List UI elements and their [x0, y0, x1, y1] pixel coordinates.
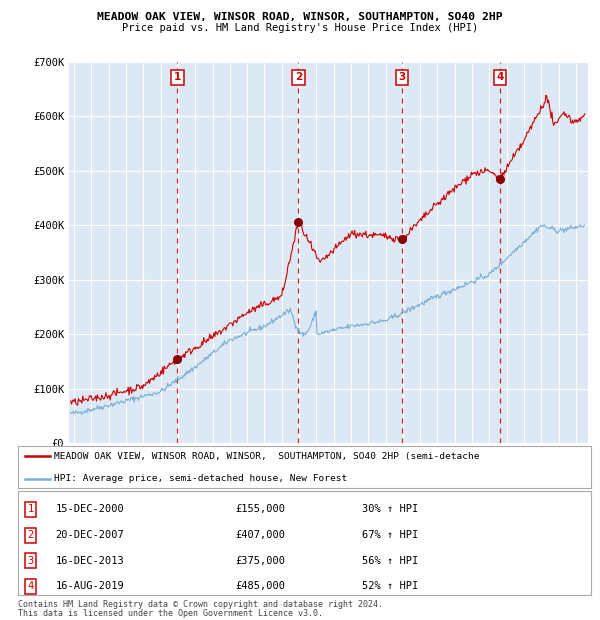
Text: 3: 3	[398, 73, 406, 82]
Text: £155,000: £155,000	[236, 504, 286, 514]
Text: HPI: Average price, semi-detached house, New Forest: HPI: Average price, semi-detached house,…	[53, 474, 347, 483]
Text: 16-AUG-2019: 16-AUG-2019	[55, 582, 124, 591]
Text: 4: 4	[496, 73, 504, 82]
Text: 67% ↑ HPI: 67% ↑ HPI	[362, 530, 418, 540]
Text: MEADOW OAK VIEW, WINSOR ROAD, WINSOR,  SOUTHAMPTON, SO40 2HP (semi-detache: MEADOW OAK VIEW, WINSOR ROAD, WINSOR, SO…	[53, 452, 479, 461]
Text: 2: 2	[28, 530, 34, 540]
Text: 2: 2	[295, 73, 302, 82]
Text: 30% ↑ HPI: 30% ↑ HPI	[362, 504, 418, 514]
Text: 52% ↑ HPI: 52% ↑ HPI	[362, 582, 418, 591]
Text: 20-DEC-2007: 20-DEC-2007	[55, 530, 124, 540]
Text: £485,000: £485,000	[236, 582, 286, 591]
Text: This data is licensed under the Open Government Licence v3.0.: This data is licensed under the Open Gov…	[18, 609, 323, 618]
Text: 4: 4	[28, 582, 34, 591]
Text: £407,000: £407,000	[236, 530, 286, 540]
Text: 56% ↑ HPI: 56% ↑ HPI	[362, 556, 418, 566]
Text: 15-DEC-2000: 15-DEC-2000	[55, 504, 124, 514]
Text: 1: 1	[173, 73, 181, 82]
Text: 3: 3	[28, 556, 34, 566]
Text: 1: 1	[28, 504, 34, 514]
Text: £375,000: £375,000	[236, 556, 286, 566]
Text: Price paid vs. HM Land Registry's House Price Index (HPI): Price paid vs. HM Land Registry's House …	[122, 23, 478, 33]
Text: Contains HM Land Registry data © Crown copyright and database right 2024.: Contains HM Land Registry data © Crown c…	[18, 600, 383, 609]
Text: MEADOW OAK VIEW, WINSOR ROAD, WINSOR, SOUTHAMPTON, SO40 2HP: MEADOW OAK VIEW, WINSOR ROAD, WINSOR, SO…	[97, 12, 503, 22]
Text: 16-DEC-2013: 16-DEC-2013	[55, 556, 124, 566]
